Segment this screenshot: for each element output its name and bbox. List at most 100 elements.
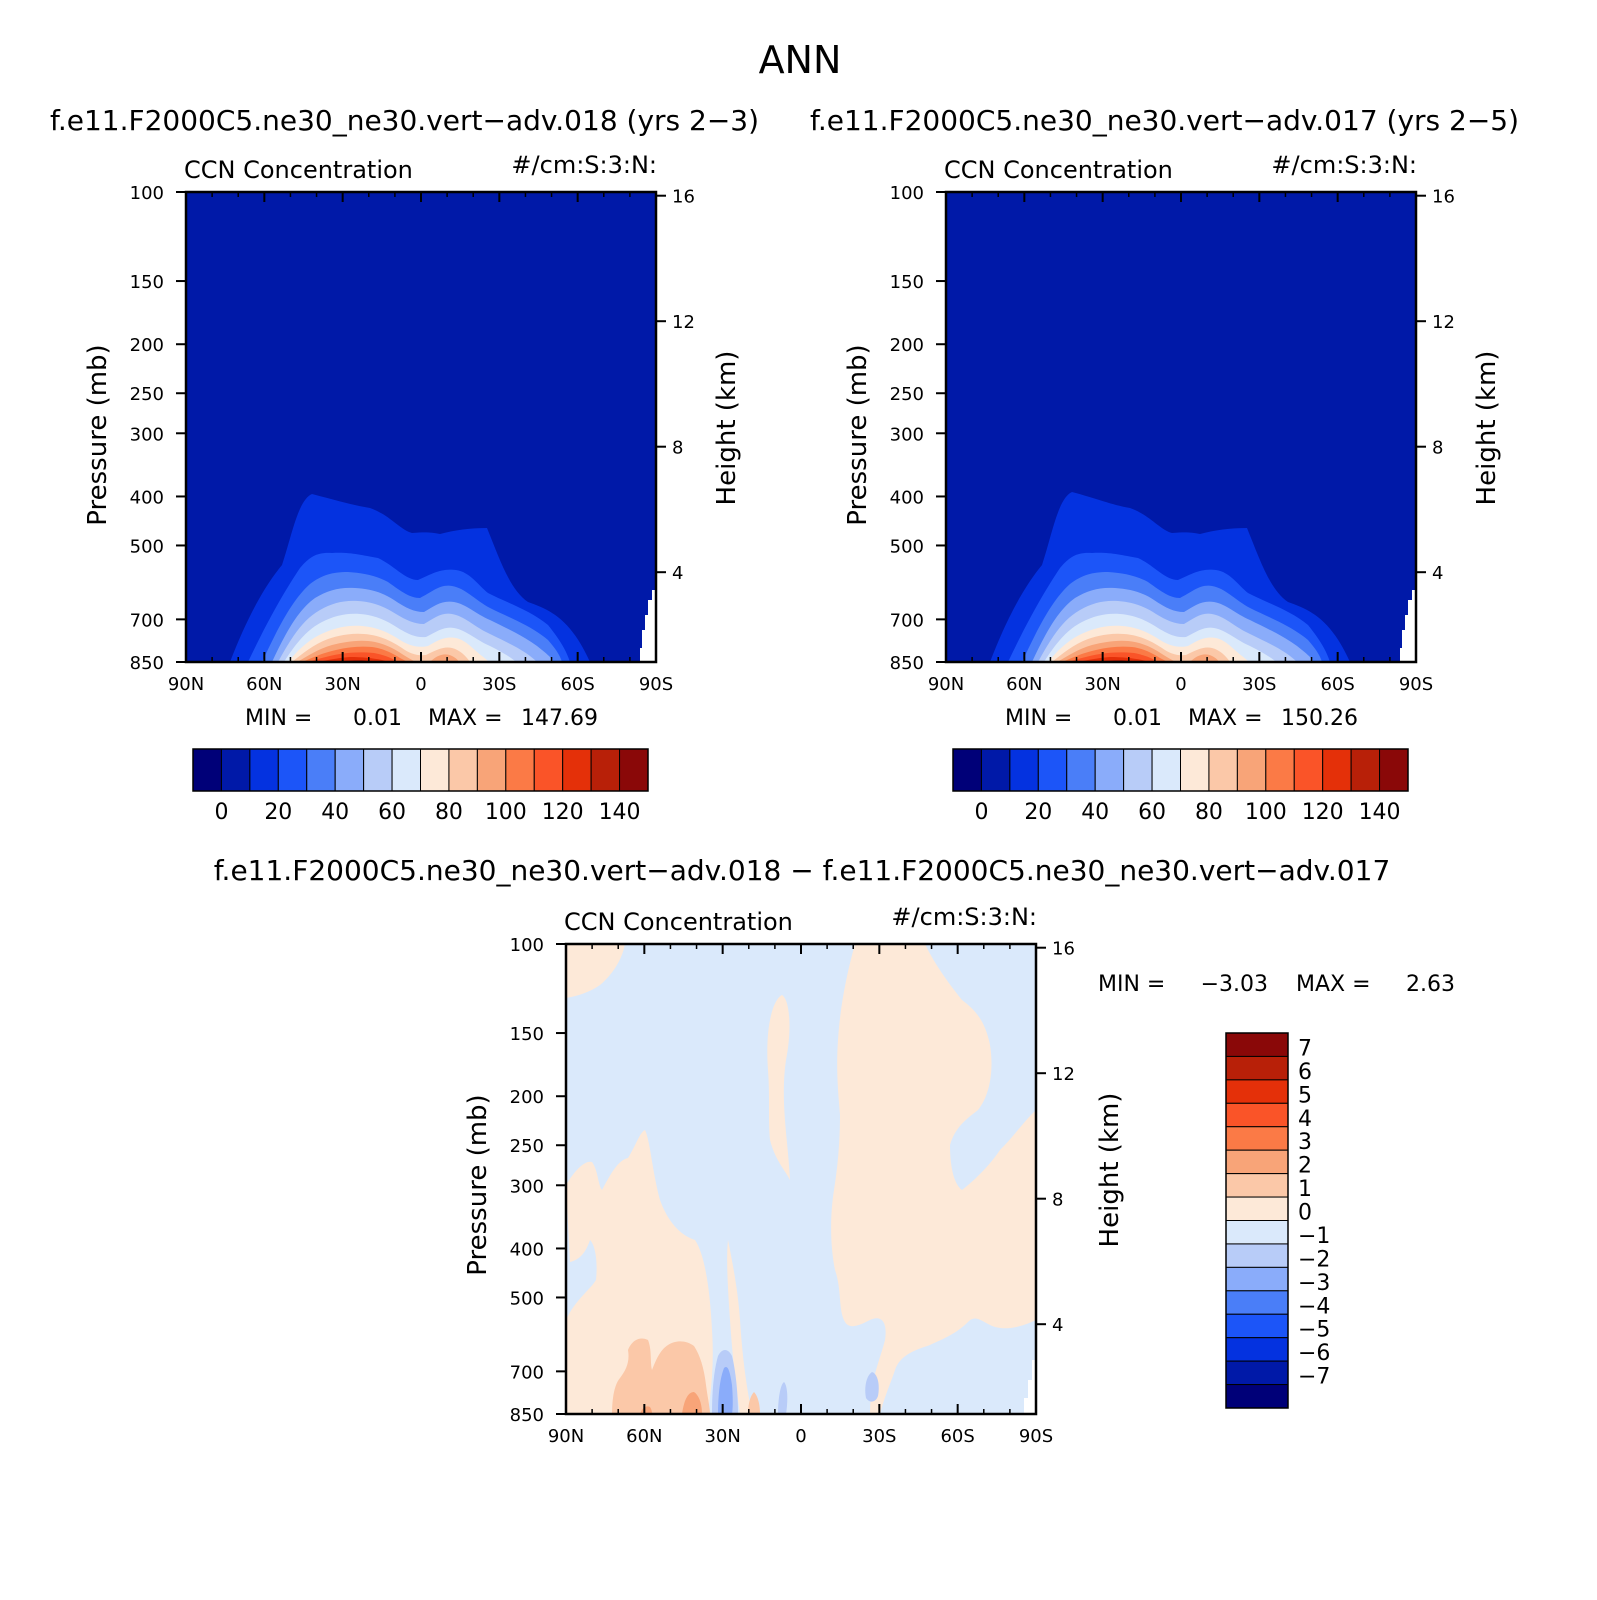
- min-value: −3.03: [1201, 972, 1268, 997]
- y-axis-right-label: Height (km): [1095, 1093, 1125, 1248]
- colorbar-box: [1379, 748, 1409, 792]
- contour-field: [186, 192, 656, 662]
- colorbar-label: 60: [1138, 800, 1166, 825]
- colorbar-box: [1151, 748, 1181, 792]
- y-tick-label: 400: [890, 487, 924, 508]
- contour-band: [748, 1392, 760, 1414]
- contour-band: [727, 1240, 752, 1414]
- contour-band: [778, 1382, 788, 1414]
- y-tick-label: 200: [130, 335, 164, 356]
- y-tick-label: 300: [510, 1176, 544, 1197]
- min-value: 0.01: [353, 706, 402, 731]
- max-value: 150.26: [1281, 706, 1358, 731]
- y-tick-label: 500: [890, 536, 924, 557]
- y-tick-label: 850: [510, 1405, 544, 1426]
- y-right-tick-label: 16: [1052, 939, 1075, 960]
- contour-band: [767, 995, 790, 1180]
- y-tick-label: 700: [510, 1362, 544, 1383]
- colorbar-box: [1009, 748, 1039, 792]
- colorbar-label: 100: [1245, 800, 1287, 825]
- x-tick-label: 0: [795, 1426, 806, 1447]
- colorbar-box: [1265, 748, 1295, 792]
- y-tick-label: 150: [130, 272, 164, 293]
- colorbar-box: [420, 748, 450, 792]
- y-tick-label: 250: [130, 384, 164, 405]
- y-tick-label: 850: [130, 653, 164, 674]
- colorbar-box: [505, 748, 535, 792]
- y-right-tick-label: 12: [1432, 312, 1455, 333]
- panel-title: f.e11.F2000C5.ne30_ne30.vert−adv.018 (yr…: [50, 104, 759, 137]
- colorbar-label: −4: [1298, 1294, 1330, 1319]
- y-tick-label: 300: [130, 424, 164, 445]
- y-axis-label: Pressure (mb): [843, 344, 873, 525]
- colorbar-box: [1180, 748, 1210, 792]
- colorbar-label: 20: [264, 800, 292, 825]
- colorbar-box: [1225, 1220, 1289, 1245]
- max-value: 2.63: [1406, 972, 1455, 997]
- colorbar-label: 120: [1302, 800, 1344, 825]
- contour-band: [640, 590, 656, 662]
- max-value: 147.69: [521, 706, 598, 731]
- colorbar-label: −7: [1298, 1365, 1330, 1390]
- subtitle-left: CCN Concentration: [564, 908, 793, 936]
- y-right-tick-label: 16: [1432, 187, 1455, 208]
- colorbar-box: [1208, 748, 1238, 792]
- colorbar-box: [277, 748, 308, 792]
- colorbar-box: [1322, 748, 1352, 792]
- colorbar-label: 2: [1298, 1154, 1312, 1179]
- difference-title: f.e11.F2000C5.ne30_ne30.vert−adv.018 − f…: [214, 854, 1391, 887]
- min-label: MIN =: [1098, 972, 1165, 997]
- colorbar-box: [1225, 1032, 1289, 1057]
- colorbar-box: [391, 748, 421, 792]
- colorbar-box: [1225, 1243, 1289, 1268]
- x-tick-label: 30S: [862, 1426, 896, 1447]
- colorbar-frame: [1225, 1032, 1289, 1409]
- y-tick-label: 100: [510, 935, 544, 956]
- colorbar: 0 20 40 60 80 100 120 140: [192, 748, 649, 825]
- contour-band: [831, 944, 1036, 1414]
- x-tick-label: 0: [1175, 674, 1186, 695]
- y-right-tick-label: 8: [672, 438, 683, 459]
- colorbar-box: [1225, 1173, 1289, 1198]
- plot-axes: 90N 60N 30N 0 30S 60S 90S 100 150 200 250 300 400 500…: [130, 183, 695, 695]
- colorbar-box: [1225, 1149, 1289, 1175]
- colorbar-frame: [192, 748, 649, 792]
- x-tick-label: 30N: [704, 1426, 740, 1447]
- colorbar-box: [363, 748, 393, 792]
- colorbar-box: [1225, 1313, 1289, 1339]
- x-tick-label: 60N: [626, 1426, 662, 1447]
- x-tick-label: 60N: [1006, 674, 1042, 695]
- y-right-tick-label: 4: [1052, 1315, 1063, 1336]
- max-label: MAX =: [428, 706, 503, 731]
- y-tick-label: 400: [130, 487, 164, 508]
- contour-band: [566, 944, 625, 998]
- colorbar-label: 100: [485, 800, 527, 825]
- contour-band: [612, 1338, 710, 1414]
- min-label: MIN =: [1005, 706, 1072, 731]
- x-tick-label: 60S: [1320, 674, 1354, 695]
- x-tick-label: 60N: [246, 674, 282, 695]
- y-right-tick-label: 12: [672, 312, 695, 333]
- colorbar-label: 4: [1298, 1107, 1312, 1132]
- colorbar-box: [590, 748, 621, 792]
- colorbar: 0 20 40 60 80 100 120 140: [952, 748, 1409, 825]
- colorbar-label: 6: [1298, 1060, 1312, 1085]
- colorbar-box: [1225, 1055, 1289, 1081]
- colorbar-label: 0: [1298, 1201, 1312, 1226]
- colorbar-label: 20: [1024, 800, 1052, 825]
- colorbar-label: 0: [974, 800, 988, 825]
- colorbar-label: 140: [1359, 800, 1401, 825]
- y-tick-label: 250: [890, 384, 924, 405]
- panel-case-1: f.e11.F2000C5.ne30_ne30.vert−adv.018 (yr…: [50, 104, 759, 825]
- y-tick-label: 100: [130, 183, 164, 204]
- y-right-tick-label: 8: [1432, 438, 1443, 459]
- y-right-tick-label: 4: [672, 563, 683, 584]
- colorbar-box: [476, 748, 507, 792]
- y-tick-label: 400: [510, 1239, 544, 1260]
- x-tick-label: 90S: [1399, 674, 1433, 695]
- colorbar-box: [980, 748, 1011, 792]
- colorbar-box: [1236, 748, 1267, 792]
- y-tick-label: 200: [890, 335, 924, 356]
